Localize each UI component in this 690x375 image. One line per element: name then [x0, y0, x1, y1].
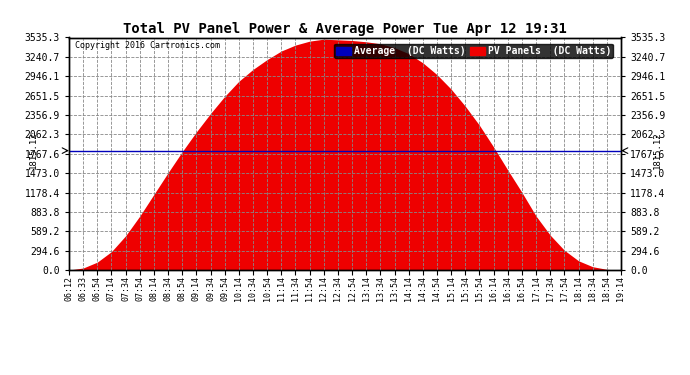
Title: Total PV Panel Power & Average Power Tue Apr 12 19:31: Total PV Panel Power & Average Power Tue…	[123, 22, 567, 36]
Legend: Average  (DC Watts), PV Panels  (DC Watts): Average (DC Watts), PV Panels (DC Watts)	[334, 44, 613, 58]
Text: Copyright 2016 Cartronics.com: Copyright 2016 Cartronics.com	[75, 41, 219, 50]
Text: 1815.12: 1815.12	[652, 132, 662, 170]
Text: 1815.12: 1815.12	[28, 132, 38, 170]
